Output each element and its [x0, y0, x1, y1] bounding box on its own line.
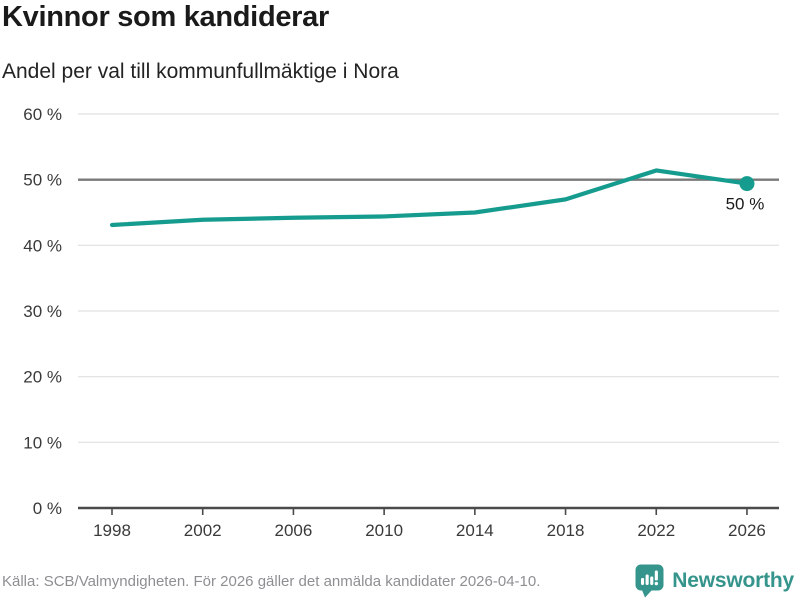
x-tick-label: 2002	[184, 521, 222, 540]
x-tick-label: 2014	[456, 521, 494, 540]
y-tick-label: 0 %	[33, 499, 62, 518]
x-tick-label: 2026	[728, 521, 766, 540]
line-chart: 0 % 10 % 20 % 30 % 40 % 50 % 60 % 1998 2002 2006 2…	[23, 105, 779, 540]
x-tick-label: 2010	[365, 521, 403, 540]
x-tick-label: 2022	[637, 521, 675, 540]
chart-subtitle: Andel per val till kommunfullmäktige i N…	[2, 60, 399, 83]
trend-line	[109, 168, 750, 228]
chart-title: Kvinnor som kandiderar	[2, 1, 329, 33]
end-point-label: 50 %	[726, 195, 765, 214]
newsworthy-logo-icon	[635, 564, 664, 598]
y-tick-label: 30 %	[23, 302, 62, 321]
y-tick-label: 20 %	[23, 368, 62, 387]
newsworthy-logo-text: Newsworthy	[672, 569, 794, 592]
y-tick-label: 10 %	[23, 433, 62, 452]
x-tick-label: 1998	[93, 521, 131, 540]
y-tick-label: 40 %	[23, 236, 62, 255]
newsworthy-logo[interactable]: Newsworthy	[635, 564, 794, 598]
y-tick-label: 50 %	[23, 171, 62, 190]
x-tick-label: 2018	[547, 521, 585, 540]
y-tick-label: 60 %	[23, 105, 62, 124]
footer: Källa: SCB/Valmyndigheten. För 2026 gäll…	[2, 563, 794, 599]
source-note: Källa: SCB/Valmyndigheten. För 2026 gäll…	[2, 572, 541, 590]
end-point-dot	[739, 176, 755, 192]
x-tick-label: 2006	[275, 521, 313, 540]
